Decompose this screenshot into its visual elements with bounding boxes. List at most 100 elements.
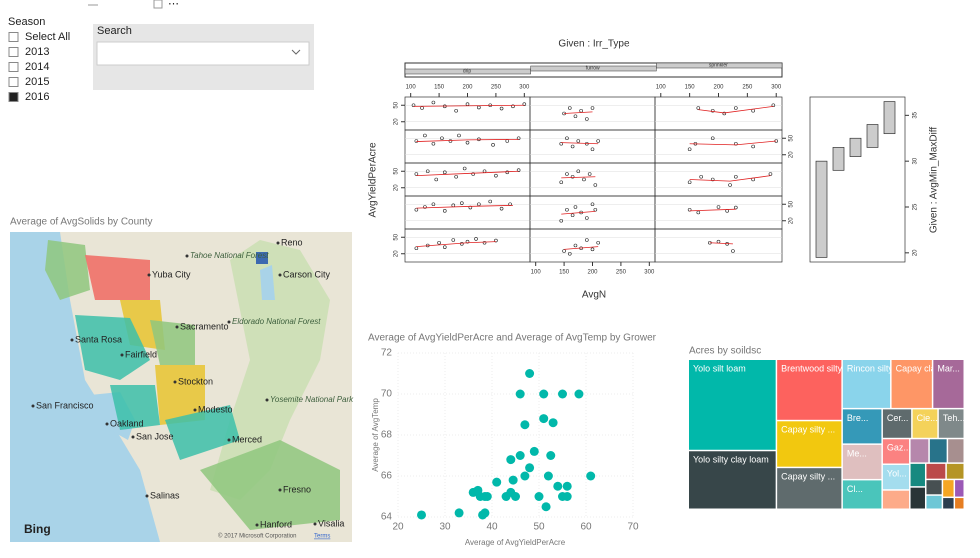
tile[interactable] xyxy=(943,498,954,509)
tile[interactable] xyxy=(926,480,942,495)
city-dot xyxy=(70,338,74,342)
tile[interactable] xyxy=(933,360,964,408)
point[interactable] xyxy=(480,508,490,518)
focus-icon[interactable] xyxy=(153,0,163,9)
tile[interactable] xyxy=(910,487,925,509)
checkbox[interactable] xyxy=(8,77,19,87)
tile[interactable] xyxy=(955,498,964,509)
tile[interactable] xyxy=(926,463,946,479)
tile[interactable] xyxy=(929,439,947,463)
point[interactable] xyxy=(520,471,530,481)
point[interactable] xyxy=(539,414,549,424)
point[interactable] xyxy=(520,420,530,430)
tile-label: Yolo silt loam xyxy=(693,363,746,373)
point[interactable] xyxy=(534,492,544,501)
point xyxy=(505,139,510,143)
tile[interactable] xyxy=(882,439,910,464)
slicer: ⋯ Season Search Select All 2013 2014 2015 20… xyxy=(0,0,314,114)
point[interactable] xyxy=(525,463,535,473)
map-terms[interactable]: Terms xyxy=(314,534,330,540)
point[interactable] xyxy=(515,389,525,399)
tile[interactable] xyxy=(938,409,964,438)
point[interactable] xyxy=(417,510,426,520)
tile[interactable] xyxy=(689,360,776,450)
point[interactable] xyxy=(586,471,596,481)
tile[interactable] xyxy=(777,421,842,467)
point xyxy=(477,105,481,110)
point xyxy=(442,209,447,213)
highway-shield xyxy=(256,252,268,264)
tile[interactable] xyxy=(842,444,882,479)
city-dot xyxy=(255,523,259,527)
lake-tahoe xyxy=(260,265,275,300)
slicer-item[interactable]: 2016 xyxy=(25,91,49,103)
slicer-item[interactable]: Select All xyxy=(25,31,70,43)
point xyxy=(414,207,419,212)
point[interactable] xyxy=(543,471,553,481)
point[interactable] xyxy=(574,389,584,399)
point[interactable] xyxy=(548,418,558,428)
dropdown[interactable] xyxy=(96,41,310,66)
point[interactable] xyxy=(511,492,520,501)
point[interactable] xyxy=(562,492,572,501)
tile[interactable] xyxy=(955,480,964,497)
slicer-item[interactable]: 2014 xyxy=(25,61,49,73)
tile[interactable] xyxy=(842,409,882,444)
tile[interactable] xyxy=(926,495,942,509)
tile[interactable] xyxy=(842,480,882,509)
tile[interactable] xyxy=(910,439,929,463)
checkbox[interactable] xyxy=(8,92,19,102)
y-tick-label: 20 xyxy=(789,151,795,158)
point[interactable] xyxy=(525,369,535,378)
tile[interactable] xyxy=(948,439,964,463)
point[interactable] xyxy=(473,485,483,495)
slicer-item[interactable]: 2013 xyxy=(25,46,49,58)
tile[interactable] xyxy=(943,480,954,497)
point xyxy=(696,210,701,215)
tile[interactable] xyxy=(689,451,776,509)
tile[interactable] xyxy=(882,464,910,490)
point xyxy=(710,177,715,182)
point[interactable] xyxy=(553,481,563,491)
point[interactable] xyxy=(506,455,516,465)
point[interactable] xyxy=(558,389,567,399)
point[interactable] xyxy=(562,481,572,491)
point xyxy=(565,207,569,212)
tile[interactable] xyxy=(777,468,842,509)
point[interactable] xyxy=(541,502,551,512)
point[interactable] xyxy=(546,451,556,460)
point xyxy=(454,108,458,113)
city-dot xyxy=(227,438,231,442)
tile[interactable] xyxy=(910,463,925,487)
treemap: Acres by soildsc Yolo silt loam Yolo silty… xyxy=(689,346,965,509)
tile-label: Capay silty ... xyxy=(781,472,835,482)
tile[interactable] xyxy=(882,490,910,509)
map-title: Average of AvgSolids by County xyxy=(10,217,153,228)
point[interactable] xyxy=(482,492,492,501)
city-dot xyxy=(265,398,269,402)
point[interactable] xyxy=(454,508,464,518)
checkbox[interactable] xyxy=(8,62,19,72)
point[interactable] xyxy=(515,451,525,460)
point xyxy=(576,169,581,174)
x-tick-label: 200 xyxy=(587,270,598,276)
point[interactable] xyxy=(492,477,502,487)
checkbox[interactable] xyxy=(8,32,19,42)
tile-label: Cie... xyxy=(917,413,938,423)
point[interactable] xyxy=(508,475,518,485)
city-dot xyxy=(276,241,280,245)
tile[interactable] xyxy=(891,360,932,408)
point[interactable] xyxy=(539,389,549,399)
tile[interactable] xyxy=(912,409,938,438)
tile[interactable] xyxy=(946,463,964,479)
tile[interactable] xyxy=(882,409,912,438)
point[interactable] xyxy=(529,446,539,456)
point xyxy=(451,238,456,242)
tile[interactable] xyxy=(842,360,891,408)
more-icon[interactable]: ⋯ xyxy=(168,0,179,10)
slicer-item[interactable]: 2015 xyxy=(25,76,49,88)
checkbox[interactable] xyxy=(8,47,19,57)
city-dot xyxy=(31,404,35,408)
tile[interactable] xyxy=(777,360,842,420)
